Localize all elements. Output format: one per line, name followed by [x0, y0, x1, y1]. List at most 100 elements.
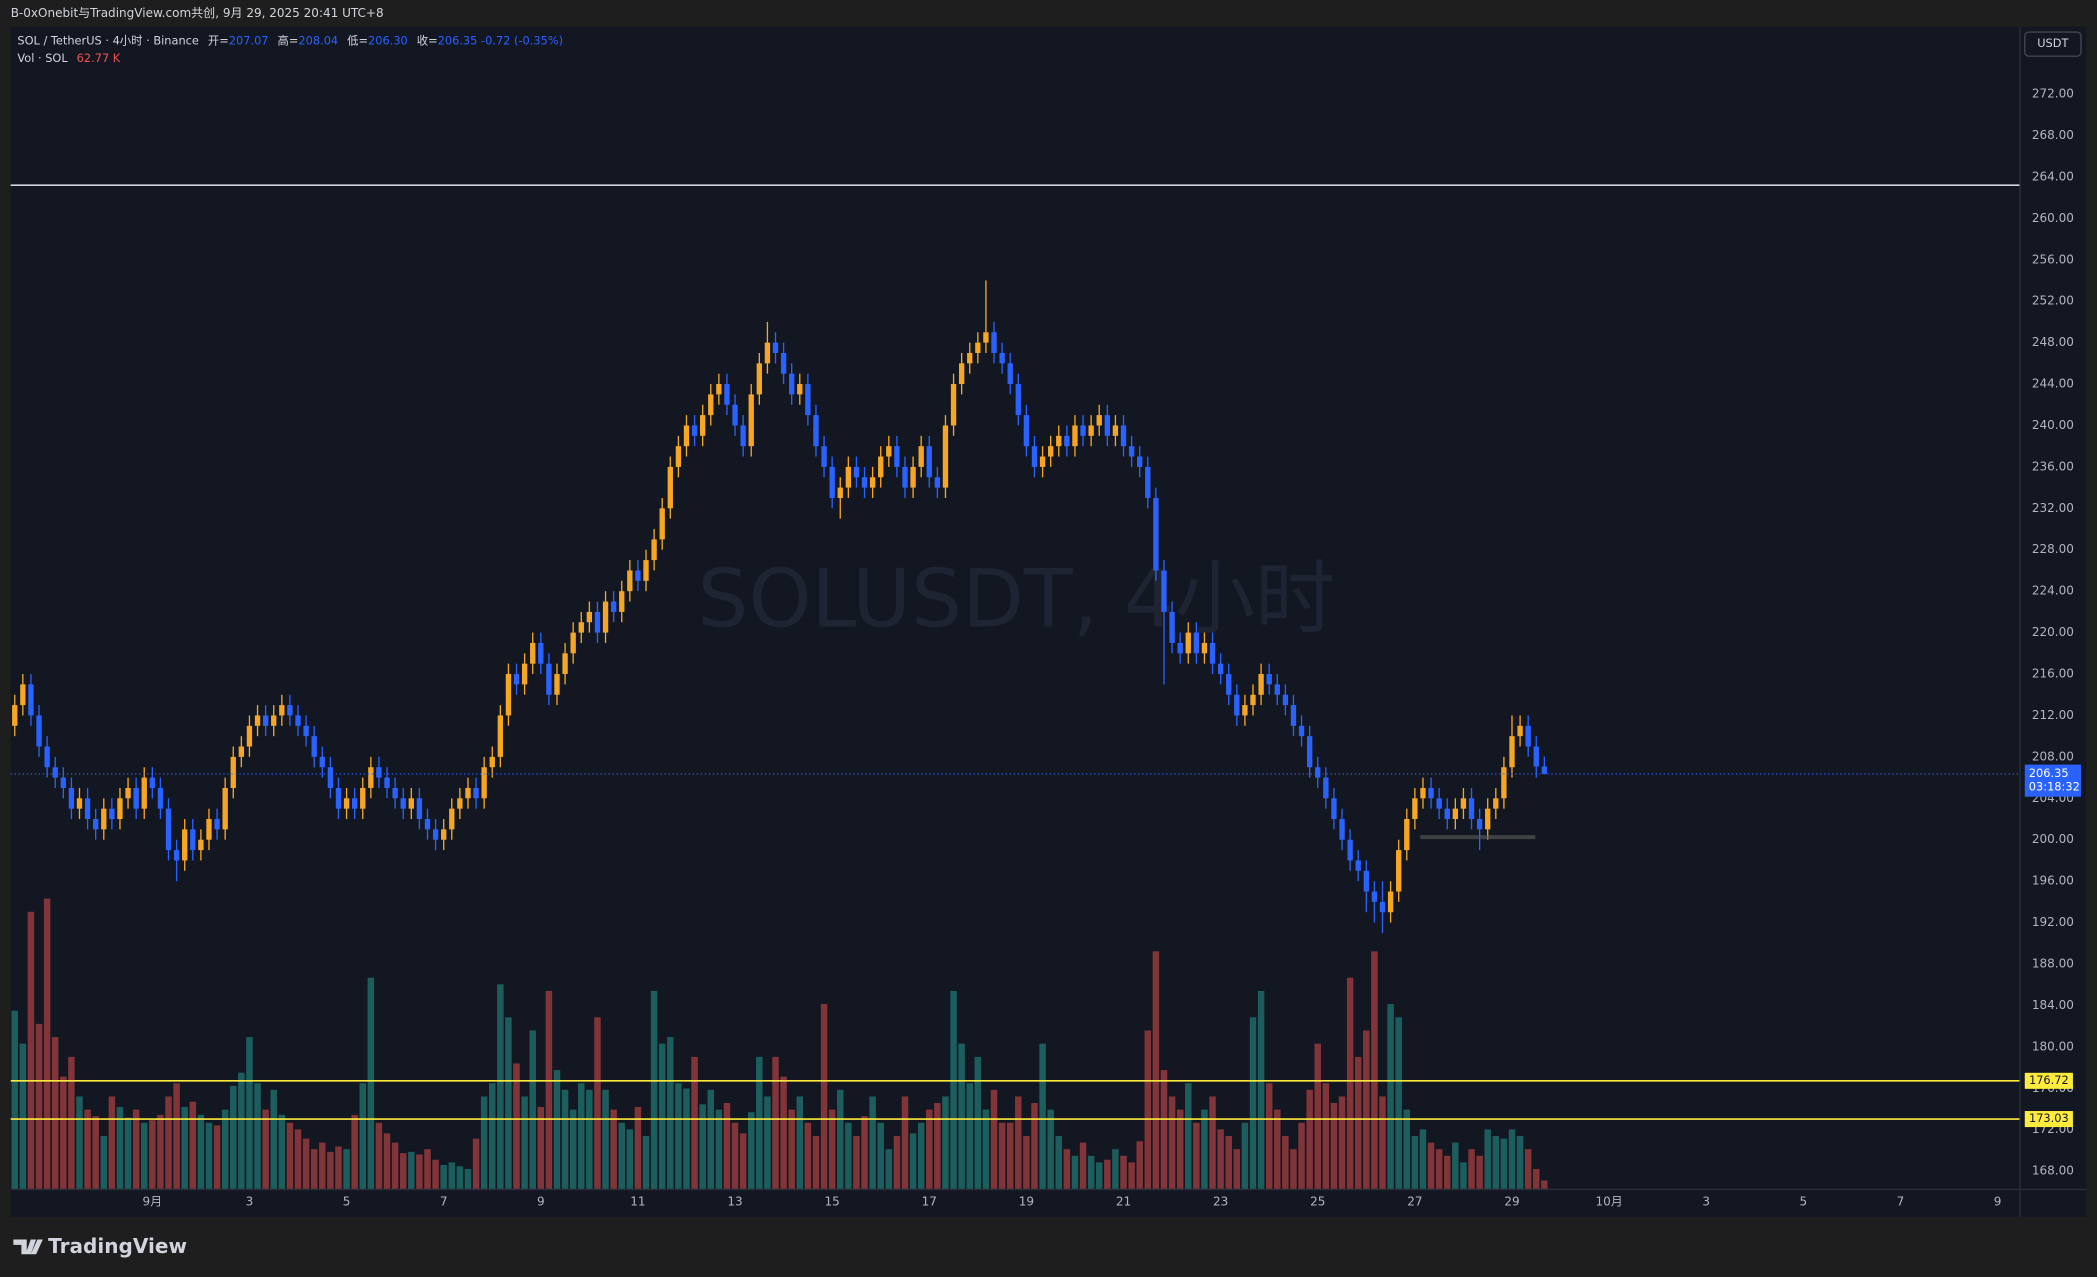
- candle-body: [1460, 798, 1467, 809]
- candle-body: [894, 446, 900, 467]
- candle-body: [797, 384, 803, 395]
- candle-body: [1120, 425, 1127, 447]
- candle-body: [1104, 415, 1110, 436]
- volume-bar: [1193, 1122, 1200, 1189]
- volume-bar: [578, 1083, 585, 1189]
- candle-body: [497, 715, 504, 757]
- currency[interactable]: USDT: [2037, 36, 2068, 50]
- volume-bar: [189, 1101, 197, 1189]
- candle-body: [586, 611, 593, 623]
- volume-bar: [626, 1129, 634, 1189]
- volume-bar: [1444, 1155, 1451, 1189]
- x-tick-label: 25: [1310, 1195, 1325, 1209]
- volume-bar: [1071, 1155, 1079, 1189]
- volume-bar: [561, 1089, 569, 1189]
- x-tick-label: 7: [440, 1195, 448, 1209]
- candle-body: [465, 787, 471, 799]
- candle-body: [400, 798, 406, 809]
- volume-bar: [1249, 1017, 1257, 1189]
- candle-body: [1031, 446, 1038, 467]
- volume-bar: [602, 1089, 609, 1189]
- volume-bar: [1403, 1109, 1411, 1189]
- y-tick-label: 180.00: [2032, 1039, 2074, 1053]
- volume-bar: [76, 1096, 83, 1189]
- candle-body: [716, 384, 722, 395]
- volume-bar: [1225, 1135, 1232, 1189]
- last-price-bg: [2024, 764, 2081, 797]
- volume-bar: [942, 1096, 949, 1189]
- volume-bar: [1500, 1138, 1508, 1189]
- volume-bar: [448, 1162, 456, 1189]
- volume-bar: [545, 990, 553, 1189]
- brand-name[interactable]: TradingView: [48, 1234, 187, 1258]
- volume-bar: [594, 1017, 601, 1189]
- candle-body: [1298, 725, 1305, 737]
- y-tick-label: 196.00: [2032, 874, 2074, 888]
- x-tick-label: 21: [1116, 1195, 1131, 1209]
- candle-body: [254, 715, 261, 726]
- volume-bar: [691, 1056, 698, 1189]
- volume-bar: [837, 1089, 844, 1189]
- volume-bar: [1508, 1129, 1516, 1189]
- volume-bar: [246, 1037, 253, 1189]
- currency-box[interactable]: [2024, 31, 2082, 57]
- volume-bar: [270, 1089, 277, 1189]
- volume-bar: [1460, 1162, 1467, 1189]
- candle-body: [441, 829, 447, 840]
- candle-body: [1137, 456, 1143, 467]
- volume-bar: [634, 1106, 642, 1189]
- y-tick-label: 188.00: [2032, 957, 2074, 971]
- source-text: B-0xOnebit与TradingView.com共创, 9月 29, 202…: [11, 6, 384, 20]
- candle-body: [1274, 684, 1280, 695]
- candle-body: [1080, 425, 1086, 436]
- volume-bar: [553, 1070, 561, 1189]
- candle-body: [12, 705, 18, 726]
- candle-body: [1468, 798, 1475, 820]
- candle-body: [942, 425, 949, 488]
- volume-bar: [917, 1122, 925, 1189]
- volume-bar: [68, 1056, 75, 1189]
- candle-body: [206, 819, 212, 840]
- candle-body: [627, 570, 633, 592]
- candle-body: [1088, 425, 1094, 436]
- volume-bar: [432, 1159, 439, 1189]
- candle-body: [1331, 798, 1337, 820]
- price-label-bg: [2024, 1111, 2073, 1128]
- candle-body: [165, 808, 172, 851]
- volume-bar: [667, 1037, 674, 1189]
- volume-bar: [230, 1085, 237, 1189]
- volume-bar: [1023, 1135, 1030, 1189]
- candle-body: [76, 798, 83, 809]
- candle-body: [1015, 384, 1021, 416]
- candle-body: [109, 808, 115, 820]
- candle-body: [1039, 456, 1046, 467]
- candle-body: [279, 705, 285, 716]
- candle-body: [222, 787, 228, 830]
- candle-body: [117, 798, 123, 820]
- candle-body: [610, 601, 617, 612]
- y-tick-label: 216.00: [2032, 667, 2074, 681]
- candle-body: [1428, 787, 1434, 799]
- candle-body: [1347, 839, 1353, 861]
- candle-body: [60, 777, 66, 788]
- candle-body: [530, 642, 536, 664]
- volume-bar: [731, 1122, 739, 1189]
- volume-bar: [1282, 1135, 1289, 1189]
- volume-bar: [84, 1109, 91, 1189]
- candle-body: [1048, 446, 1054, 457]
- candle-body: [1525, 725, 1531, 747]
- volume-bar: [108, 1096, 116, 1189]
- candle-body: [845, 466, 852, 488]
- candle-body: [1177, 642, 1183, 654]
- volume-bar: [901, 1096, 909, 1189]
- candle-body: [1420, 787, 1426, 799]
- volume-bar: [1104, 1159, 1111, 1189]
- candle-body: [594, 611, 601, 633]
- volume-bar: [1354, 1056, 1362, 1189]
- volume-bar: [456, 1166, 464, 1189]
- candle-body: [958, 363, 965, 385]
- candle-body: [853, 466, 860, 478]
- volume-bar: [302, 1138, 310, 1189]
- candle-body: [659, 508, 665, 540]
